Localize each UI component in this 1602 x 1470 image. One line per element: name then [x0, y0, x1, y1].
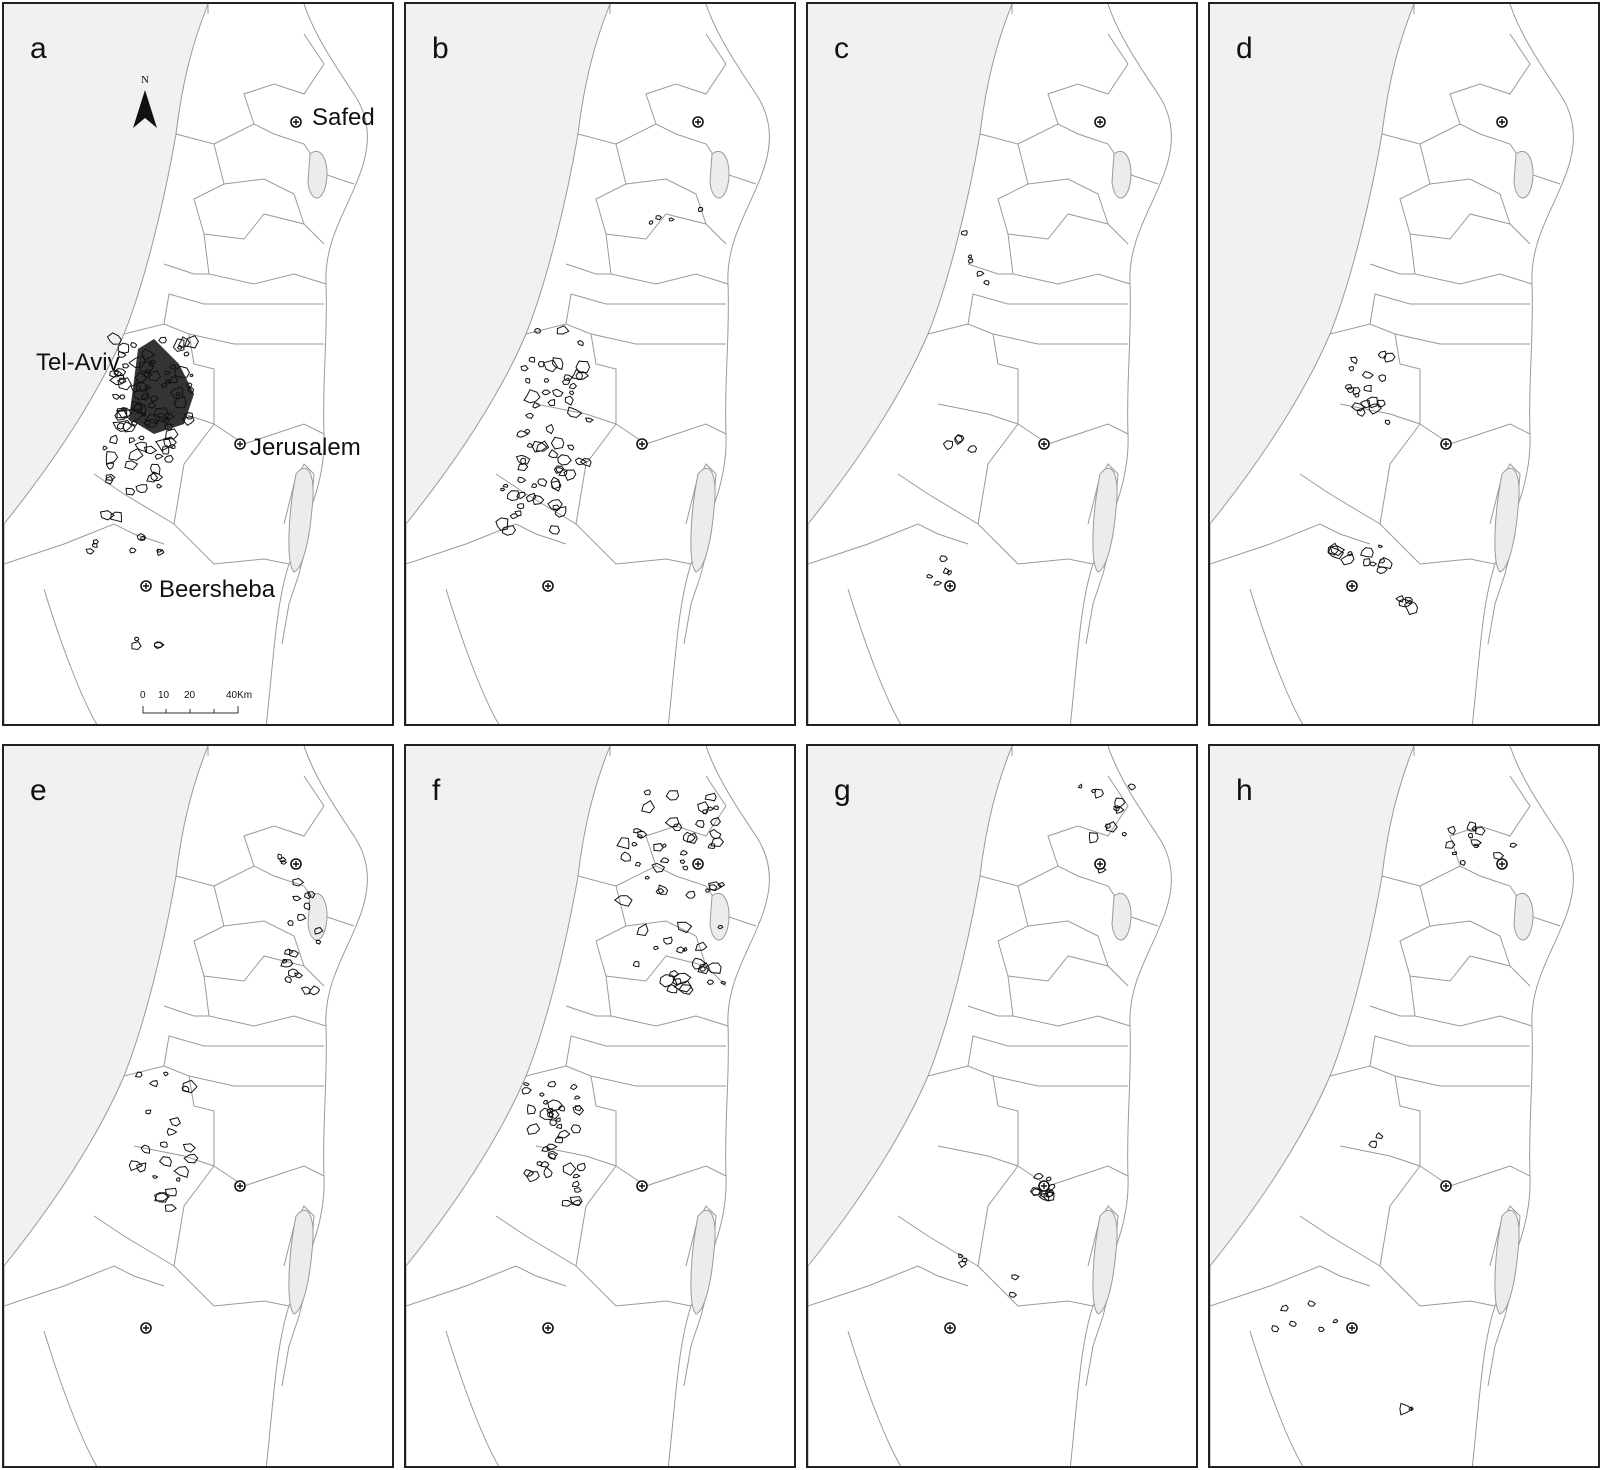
base-map-h	[1210, 746, 1574, 1466]
panel-d: d	[1208, 2, 1600, 726]
scale-tick-label: 20	[184, 690, 196, 701]
north-arrow-label: N	[141, 74, 149, 86]
city-label-beersheba: Beersheba	[159, 576, 276, 603]
panel-a: a Safed Tel-Aviv Jerusalem Beersheba N 0…	[2, 2, 394, 726]
panel-h: h	[1208, 744, 1600, 1468]
city-label-tel-aviv: Tel-Aviv	[36, 349, 120, 376]
north-arrow-icon	[133, 90, 157, 128]
city-marker-beersheba	[542, 1322, 554, 1334]
scale-bar-line	[142, 706, 239, 714]
city-marker-safed	[290, 858, 302, 870]
panel-letter: d	[1236, 32, 1253, 65]
city-marker-beersheba	[944, 580, 956, 592]
base-map-b	[406, 4, 770, 724]
city-marker-safed	[1094, 116, 1106, 128]
city-marker-beersheba	[1346, 1322, 1358, 1334]
base-map-d	[1210, 4, 1574, 724]
city-marker-jerusalem	[234, 1180, 246, 1192]
city-marker-jerusalem	[1440, 438, 1452, 450]
base-map-c	[808, 4, 1172, 724]
scale-tick-label: 10	[158, 690, 170, 701]
city-marker-safed	[692, 858, 704, 870]
city-marker-jerusalem	[234, 438, 246, 450]
panel-f: f	[404, 744, 796, 1468]
city-marker-jerusalem	[636, 1180, 648, 1192]
panel-letter: b	[432, 32, 449, 65]
base-map-g	[808, 746, 1172, 1466]
base-map-a	[4, 4, 368, 724]
city-marker-beersheba	[140, 580, 152, 592]
panel-e: e	[2, 744, 394, 1468]
scale-tick-label: 40Km	[226, 690, 253, 701]
city-marker-jerusalem	[636, 438, 648, 450]
panel-letter: f	[432, 774, 441, 807]
north-arrow: N	[130, 74, 160, 135]
city-marker-safed	[290, 116, 302, 128]
city-marker-safed	[1094, 858, 1106, 870]
panel-letter: h	[1236, 774, 1253, 807]
city-marker-beersheba	[1346, 580, 1358, 592]
panel-g: g	[806, 744, 1198, 1468]
city-marker-safed	[1496, 116, 1508, 128]
city-label-safed: Safed	[312, 104, 375, 131]
city-marker-safed	[692, 116, 704, 128]
city-marker-safed	[1496, 858, 1508, 870]
city-marker-jerusalem	[1440, 1180, 1452, 1192]
panel-letter: g	[834, 774, 851, 807]
city-marker-beersheba	[140, 1322, 152, 1334]
base-map-f	[406, 746, 770, 1466]
base-map-e	[4, 746, 368, 1466]
panel-c: c	[806, 2, 1198, 726]
city-marker-jerusalem	[1038, 1180, 1050, 1192]
city-marker-beersheba	[944, 1322, 956, 1334]
city-marker-beersheba	[542, 580, 554, 592]
city-marker-jerusalem	[1038, 438, 1050, 450]
panel-letter: a	[30, 32, 47, 65]
panel-letter: c	[834, 32, 849, 65]
panel-letter: e	[30, 774, 47, 807]
scale-tick-label: 0	[140, 690, 146, 701]
panel-b: b	[404, 2, 796, 726]
scale-bar: 0 10 20 40Km	[140, 690, 252, 714]
city-label-jerusalem: Jerusalem	[250, 434, 361, 461]
